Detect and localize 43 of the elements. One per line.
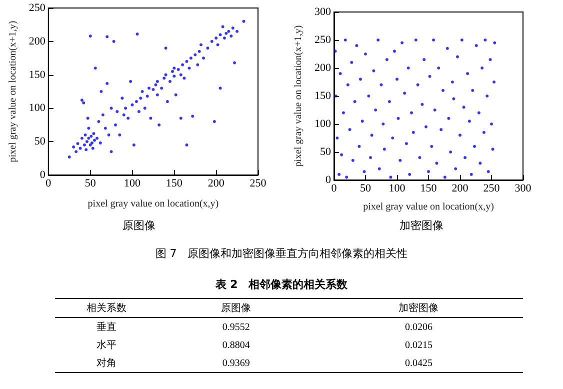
text: 原图像 bbox=[220, 302, 252, 316]
y-tick-label: 250 bbox=[314, 34, 332, 46]
data-label: 0.0215 bbox=[404, 338, 434, 352]
x-tick-label: 250 bbox=[250, 178, 267, 190]
data-label: 0.0206 bbox=[404, 320, 434, 334]
y-tick-label: 50 bbox=[34, 136, 46, 148]
x-tick-label: 200 bbox=[452, 182, 469, 194]
x-axis-title: pixel gray value on location(x,y) bbox=[363, 202, 494, 212]
y-tick-label: 50 bbox=[320, 146, 332, 158]
category-label: 水平 bbox=[95, 338, 118, 353]
x-tick-label: 250 bbox=[483, 182, 500, 194]
category-label: 垂直 bbox=[95, 320, 118, 335]
text: 表 2 相邻像素的相关系数 bbox=[214, 277, 349, 292]
data-label: 0.9552 bbox=[221, 320, 251, 334]
x-tick-label: 100 bbox=[124, 178, 141, 190]
data-label: 0.0425 bbox=[404, 356, 434, 370]
text: 相关系数 bbox=[85, 302, 128, 316]
x-axis-title: pixel gray value on location(x,y) bbox=[88, 198, 219, 210]
category-label: 对角 bbox=[95, 356, 118, 371]
data-label: 0.8804 bbox=[221, 338, 251, 352]
x-tick-label: 200 bbox=[208, 178, 225, 190]
x-tick-label: 150 bbox=[166, 178, 183, 190]
text: 加密图像 bbox=[398, 302, 440, 316]
y-axis-title: pixel gray value on location(x+1,y) bbox=[8, 20, 18, 162]
y-tick-label: 0 bbox=[40, 169, 46, 181]
x-tick-label: 50 bbox=[84, 178, 96, 190]
y-tick-label: 150 bbox=[28, 68, 46, 81]
y-tick-label: 250 bbox=[28, 2, 46, 14]
x-tick-label: 100 bbox=[388, 182, 406, 194]
y-tick-label: 300 bbox=[314, 6, 332, 18]
text: 加密图像 bbox=[400, 219, 444, 232]
data-label: 0.9369 bbox=[221, 356, 251, 370]
text: 原图像 bbox=[122, 219, 156, 232]
x-tick-label: 300 bbox=[514, 182, 532, 194]
y-axis-title: pixel gray value on location(x+1,y) bbox=[293, 25, 304, 167]
x-tick-label: 50 bbox=[360, 182, 372, 194]
y-tick-label: 100 bbox=[28, 102, 46, 114]
y-tick-label: 200 bbox=[28, 35, 46, 48]
y-tick-label: 200 bbox=[314, 62, 332, 74]
y-tick-label: 150 bbox=[314, 90, 332, 102]
y-tick-label: 100 bbox=[314, 118, 332, 130]
x-tick-label: 150 bbox=[420, 182, 438, 194]
caption: 图 7 原图像和加密图像垂直方向相邻像素的相关性 bbox=[154, 246, 409, 261]
